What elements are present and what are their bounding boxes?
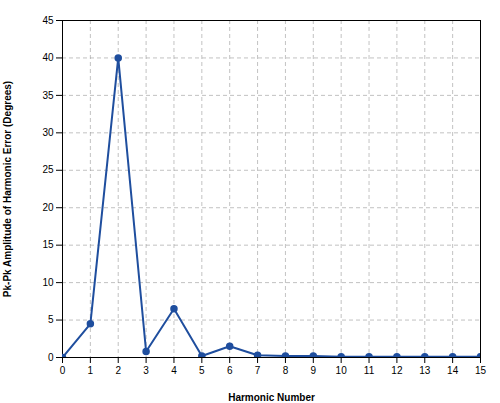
svg-text:8: 8 — [283, 365, 289, 376]
svg-text:0: 0 — [60, 365, 66, 376]
svg-text:35: 35 — [42, 90, 54, 101]
svg-text:0: 0 — [48, 352, 54, 363]
svg-text:20: 20 — [42, 202, 54, 213]
svg-text:3: 3 — [143, 365, 149, 376]
svg-text:Harmonic Number: Harmonic Number — [228, 392, 315, 403]
svg-text:5: 5 — [199, 365, 205, 376]
svg-text:Pk-Pk Amplitude of Harmonic Er: Pk-Pk Amplitude of Harmonic Error (Degre… — [2, 81, 13, 297]
svg-text:7: 7 — [255, 365, 261, 376]
svg-text:6: 6 — [227, 365, 233, 376]
svg-text:12: 12 — [391, 365, 403, 376]
svg-text:15: 15 — [475, 365, 487, 376]
svg-text:30: 30 — [42, 127, 54, 138]
svg-text:10: 10 — [336, 365, 348, 376]
svg-text:10: 10 — [42, 277, 54, 288]
svg-text:4: 4 — [171, 365, 177, 376]
svg-text:9: 9 — [311, 365, 317, 376]
svg-text:45: 45 — [42, 15, 54, 26]
svg-text:25: 25 — [42, 164, 54, 175]
svg-text:14: 14 — [447, 365, 459, 376]
svg-text:11: 11 — [364, 365, 375, 376]
svg-text:2: 2 — [115, 365, 121, 376]
svg-text:5: 5 — [48, 314, 54, 325]
svg-text:13: 13 — [419, 365, 431, 376]
svg-text:1: 1 — [88, 365, 94, 376]
svg-text:40: 40 — [42, 52, 54, 63]
svg-text:15: 15 — [42, 239, 54, 250]
